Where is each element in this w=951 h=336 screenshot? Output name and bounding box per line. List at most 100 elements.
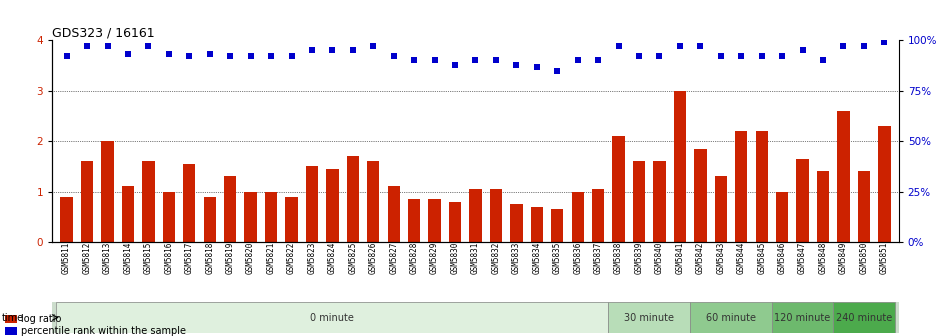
Bar	[204, 197, 216, 242]
Point	[754, 54, 769, 59]
Point	[325, 48, 340, 53]
Text: GSM5827: GSM5827	[389, 242, 398, 274]
Bar	[879, 126, 890, 242]
Text: GSM5815: GSM5815	[144, 242, 153, 274]
Bar	[609, 302, 690, 333]
Text: GSM5811: GSM5811	[62, 242, 71, 274]
Bar	[285, 197, 298, 242]
Bar	[326, 169, 339, 242]
Text: GSM5820: GSM5820	[246, 242, 255, 274]
Text: GSM5845: GSM5845	[757, 242, 767, 274]
Bar	[756, 131, 767, 242]
Text: GSM5818: GSM5818	[205, 242, 214, 274]
Text: GSM5849: GSM5849	[839, 242, 848, 274]
Bar	[163, 192, 175, 242]
Text: GSM5812: GSM5812	[83, 242, 91, 274]
Point	[795, 48, 810, 53]
Bar	[5, 315, 17, 323]
Point	[345, 48, 360, 53]
Text: GSM5838: GSM5838	[614, 242, 623, 274]
Bar	[490, 189, 502, 242]
Text: GSM5844: GSM5844	[737, 242, 746, 274]
Bar	[552, 209, 563, 242]
Bar	[858, 171, 870, 242]
Point	[182, 54, 197, 59]
Bar	[449, 202, 461, 242]
Bar	[715, 176, 727, 242]
Text: GSM5834: GSM5834	[533, 242, 541, 274]
Text: GSM5837: GSM5837	[593, 242, 603, 274]
Text: GSM5823: GSM5823	[307, 242, 317, 274]
Bar	[408, 199, 420, 242]
Text: GDS323 / 16161: GDS323 / 16161	[52, 26, 155, 39]
Point	[856, 44, 871, 49]
Text: log ratio: log ratio	[21, 314, 62, 324]
Text: 240 minute: 240 minute	[836, 312, 892, 323]
Point	[570, 58, 585, 63]
Text: GSM5817: GSM5817	[184, 242, 194, 274]
Point	[448, 62, 463, 67]
Point	[80, 44, 95, 49]
Point	[263, 54, 279, 59]
Text: GSM5842: GSM5842	[696, 242, 705, 274]
Text: GSM5850: GSM5850	[860, 242, 868, 274]
Point	[223, 54, 238, 59]
Point	[141, 44, 156, 49]
Text: GSM5816: GSM5816	[165, 242, 173, 274]
Text: GSM5832: GSM5832	[492, 242, 500, 274]
Text: GSM5833: GSM5833	[512, 242, 521, 274]
Bar	[265, 192, 277, 242]
Bar	[674, 91, 686, 242]
Text: GSM5824: GSM5824	[328, 242, 337, 274]
Text: GSM5839: GSM5839	[634, 242, 644, 274]
Point	[162, 52, 177, 57]
Point	[59, 54, 74, 59]
Point	[651, 54, 667, 59]
Text: GSM5847: GSM5847	[798, 242, 807, 274]
Point	[836, 44, 851, 49]
Bar	[772, 302, 833, 333]
Bar	[61, 197, 72, 242]
Text: 60 minute: 60 minute	[706, 312, 756, 323]
Bar	[347, 156, 359, 242]
Point	[366, 44, 381, 49]
Bar	[531, 207, 543, 242]
Text: GSM5830: GSM5830	[451, 242, 459, 274]
Point	[468, 58, 483, 63]
Text: GSM5828: GSM5828	[410, 242, 418, 274]
Bar	[833, 302, 895, 333]
Point	[427, 58, 442, 63]
Point	[407, 58, 422, 63]
Text: GSM5814: GSM5814	[124, 242, 132, 274]
Text: 0 minute: 0 minute	[310, 312, 355, 323]
Text: GSM5821: GSM5821	[266, 242, 276, 274]
Bar	[102, 141, 113, 242]
Point	[733, 54, 748, 59]
Bar	[224, 176, 236, 242]
Bar	[690, 302, 772, 333]
Point	[672, 44, 688, 49]
Text: GSM5813: GSM5813	[103, 242, 112, 274]
Text: GSM5819: GSM5819	[225, 242, 235, 274]
Point	[488, 58, 503, 63]
Bar	[143, 161, 154, 242]
Point	[877, 40, 892, 45]
Point	[100, 44, 115, 49]
Bar	[797, 159, 808, 242]
Text: 30 minute: 30 minute	[624, 312, 674, 323]
Text: GSM5851: GSM5851	[880, 242, 889, 274]
Text: percentile rank within the sample: percentile rank within the sample	[21, 326, 186, 336]
Text: GSM5831: GSM5831	[471, 242, 480, 274]
Point	[692, 44, 708, 49]
Point	[386, 54, 401, 59]
Bar	[81, 161, 93, 242]
Bar	[244, 192, 257, 242]
Bar	[653, 161, 666, 242]
Text: GSM5841: GSM5841	[675, 242, 685, 274]
Text: GSM5835: GSM5835	[553, 242, 562, 274]
Point	[713, 54, 728, 59]
Point	[529, 64, 544, 69]
Bar	[511, 204, 522, 242]
Text: GSM5829: GSM5829	[430, 242, 439, 274]
Text: GSM5836: GSM5836	[573, 242, 582, 274]
